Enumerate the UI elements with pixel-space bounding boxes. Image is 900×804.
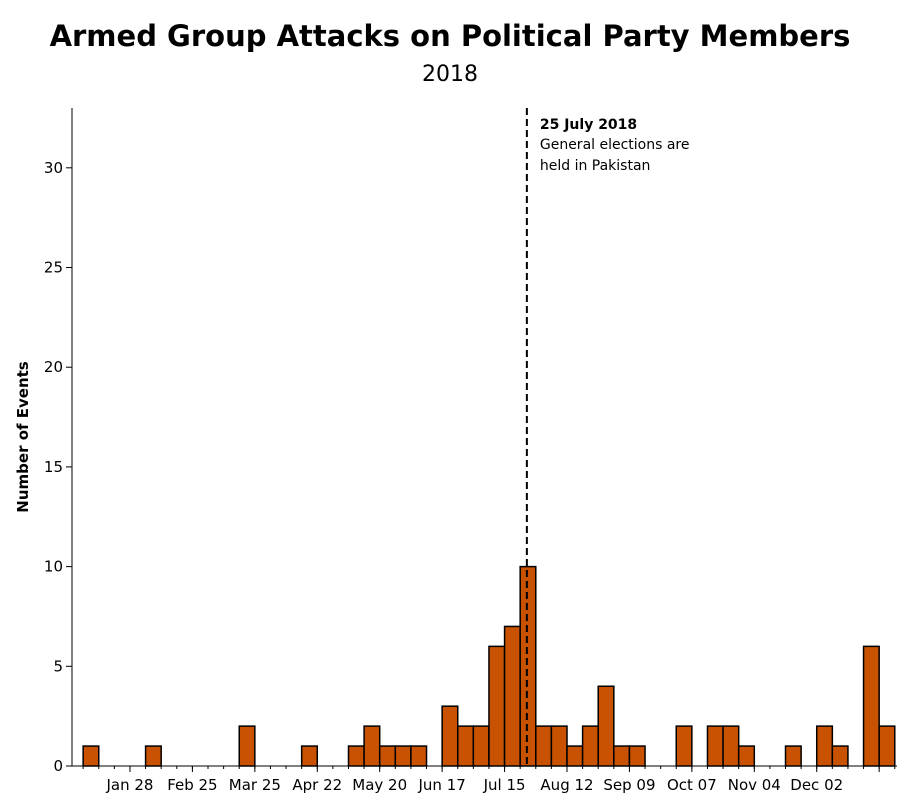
bar (82, 745, 100, 767)
bar (878, 725, 896, 767)
x-tick-label: Dec 02 (790, 776, 843, 794)
bar (144, 745, 162, 767)
y-axis-label: Number of Events (14, 361, 32, 512)
bar (706, 725, 724, 767)
y-tick-label: 10 (44, 558, 63, 576)
bar (363, 725, 381, 767)
x-tick-label: Mar 25 (229, 776, 281, 794)
bar (456, 725, 475, 767)
bar (519, 565, 537, 767)
x-tick-label: Nov 04 (728, 776, 781, 794)
y-tick-label: 20 (44, 358, 63, 376)
bar (597, 685, 615, 767)
bar (566, 745, 584, 767)
y-tick-label: 5 (53, 657, 63, 675)
bar (613, 745, 631, 767)
bar (722, 725, 740, 767)
x-tick-label: Jun 17 (417, 776, 465, 794)
annotation-title: 25 July 2018 (540, 117, 637, 133)
chart-title: Armed Group Attacks on Political Party M… (50, 19, 851, 53)
x-tick-label: May 20 (352, 776, 407, 794)
x-tick-label: Jul 15 (483, 776, 526, 794)
bar (503, 625, 521, 767)
chart-subtitle: 2018 (422, 62, 478, 87)
x-tick-label: Jan 28 (105, 776, 153, 794)
x-tick-label: Oct 07 (667, 776, 717, 794)
x-tick-label: Feb 25 (167, 776, 217, 794)
bar (550, 725, 568, 767)
bar (347, 745, 365, 767)
annotation-line-1: General elections are (540, 137, 690, 153)
bar (675, 725, 693, 767)
y-tick-label: 30 (44, 159, 63, 177)
bar (628, 745, 646, 767)
bar (784, 745, 802, 767)
bar (535, 725, 553, 767)
bar (488, 645, 506, 767)
x-tick-label: Apr 22 (292, 776, 342, 794)
bar (831, 745, 849, 767)
y-tick-label: 25 (44, 259, 63, 277)
y-tick-label: 15 (44, 458, 63, 476)
bar (862, 645, 880, 767)
bar (472, 725, 490, 767)
bar (378, 745, 397, 767)
bar (300, 745, 319, 767)
bar (238, 725, 256, 767)
x-tick-label: Aug 12 (540, 776, 593, 794)
bar (394, 745, 412, 767)
x-tick-label: Sep 09 (603, 776, 655, 794)
bar (410, 745, 428, 767)
bar (737, 745, 756, 767)
annotation-line-2: held in Pakistan (540, 158, 651, 174)
bar (441, 705, 459, 767)
y-tick-label: 0 (53, 757, 63, 775)
bar (581, 725, 599, 767)
bar (815, 725, 834, 767)
